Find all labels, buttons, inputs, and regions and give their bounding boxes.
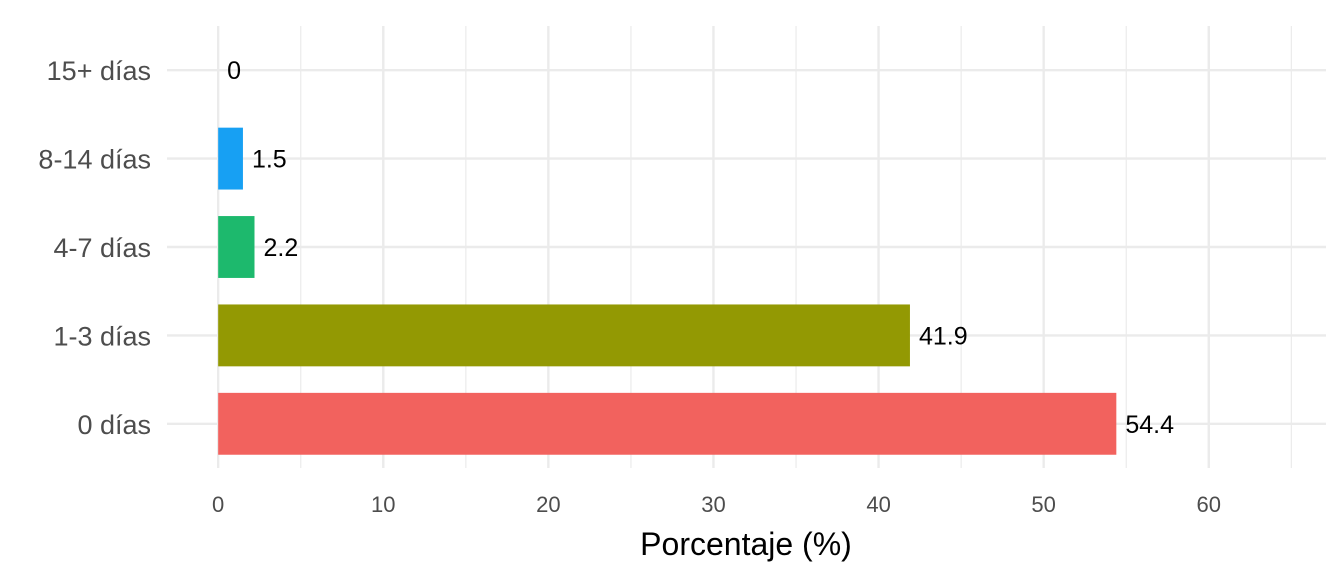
bar <box>218 216 255 278</box>
y-tick-label: 1-3 días <box>53 321 151 351</box>
bars <box>218 127 1117 455</box>
x-tick-label: 30 <box>701 492 725 517</box>
grid-lines <box>167 26 1326 468</box>
bar <box>218 392 1117 455</box>
bar <box>218 127 243 190</box>
x-tick-label: 20 <box>536 492 560 517</box>
x-axis-tick-labels: 0 10 20 30 40 50 60 <box>212 492 1221 517</box>
data-label: 0 <box>227 57 241 85</box>
y-tick-label: 8-14 días <box>38 145 151 175</box>
x-tick-label: 10 <box>371 492 395 517</box>
y-tick-label: 0 días <box>77 410 151 440</box>
data-label: 54.4 <box>1125 411 1174 439</box>
data-labels: 54.4 41.9 2.2 1.5 0 <box>227 57 1174 439</box>
bar <box>218 304 910 367</box>
data-label: 2.2 <box>264 234 299 262</box>
y-axis-tick-labels: 0 días 1-3 días 4-7 días 8-14 días 15+ días <box>38 56 151 440</box>
y-tick-label: 15+ días <box>47 56 151 86</box>
y-tick-label: 4-7 días <box>53 233 151 263</box>
x-axis-title: Porcentaje (%) <box>640 526 852 562</box>
x-tick-label: 60 <box>1197 492 1221 517</box>
data-label: 41.9 <box>919 322 968 350</box>
x-tick-label: 0 <box>212 492 224 517</box>
x-tick-label: 40 <box>866 492 890 517</box>
data-label: 1.5 <box>252 146 287 174</box>
x-tick-label: 50 <box>1031 492 1055 517</box>
